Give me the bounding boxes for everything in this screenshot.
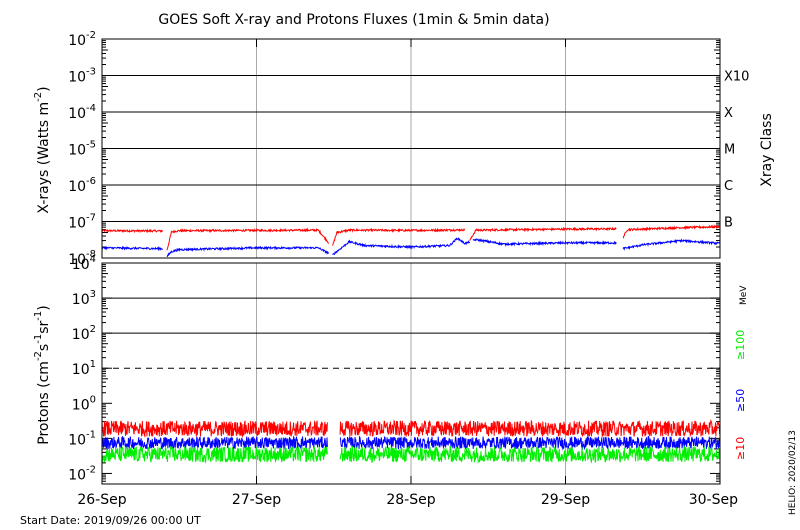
energy-legend-p50: ≥50	[734, 389, 747, 412]
xray-short-line	[101, 245, 164, 252]
xray-class-label: B	[724, 216, 733, 231]
x-axis-tick-label: 28-Sep	[386, 492, 435, 508]
xray-y-tick-label: 10-7	[68, 213, 96, 232]
x-axis-tick-label: 29-Sep	[541, 492, 590, 508]
xray-short-line	[332, 237, 471, 256]
proton-series-group	[101, 419, 721, 464]
xray-short-line	[622, 238, 721, 251]
x-axis-tick-label: 30-Sep	[689, 492, 738, 508]
xray-panel: 10-2 10-3 10-4 10-5 10-6 10-7 10-8 X10 X M C B X-r…	[33, 30, 775, 268]
xray-y-tick-labels: 10-2 10-3 10-4 10-5 10-6 10-7 10-8	[68, 30, 720, 268]
xray-long-line	[166, 227, 330, 251]
x-axis-tick-label: 27-Sep	[232, 492, 281, 508]
xray-long-line	[622, 224, 721, 239]
proton-energy-legend: MeV ≥100 ≥50 ≥10	[734, 285, 749, 460]
x-axis-tick-label: 26-Sep	[77, 492, 126, 508]
xray-long-line	[469, 226, 617, 241]
xray-class-label: X10	[724, 70, 749, 85]
xray-y-tick-label: 10-4	[68, 103, 96, 122]
x-axis-tick-labels: 26-Sep 27-Sep 28-Sep 29-Sep 30-Sep	[77, 39, 738, 508]
proton-p10-line	[101, 420, 328, 439]
proton-y-tick-label: 103	[72, 289, 96, 308]
xray-class-axis-label: Xray Class	[759, 113, 775, 187]
xray-y-tick-label: 10-5	[68, 140, 96, 159]
proton-p100-line	[101, 445, 328, 464]
xray-series-group	[101, 224, 721, 258]
proton-p100-line	[339, 445, 721, 464]
proton-p50-line	[101, 435, 328, 451]
start-date-label: Start Date: 2019/09/26 00:00 UT	[20, 514, 201, 527]
energy-unit-label: MeV	[739, 285, 749, 305]
xray-class-label: X	[724, 106, 733, 121]
xray-y-tick-label: 10-2	[68, 30, 96, 49]
xray-y-axis-label: X-rays (Watts m-2)	[33, 86, 52, 213]
credit-label: HELIO: 2020/02/13	[788, 430, 798, 515]
xray-short-line	[166, 245, 330, 258]
proton-y-tick-label: 102	[72, 324, 96, 343]
proton-y-tick-label: 10-1	[68, 429, 96, 448]
xray-long-line	[332, 227, 466, 246]
xray-long-line	[101, 228, 164, 234]
proton-y-tick-label: 100	[72, 394, 96, 413]
xray-y-tick-label: 10-8	[68, 249, 96, 268]
proton-y-tick-label: 104	[72, 254, 96, 273]
xray-y-tick-label: 10-6	[68, 176, 96, 195]
xray-y-tick-label: 10-3	[68, 67, 96, 86]
proton-panel: 104 103 102 101 100 10-1 10-2 Protons (cm-2s-1…	[33, 254, 749, 485]
xray-class-labels: X10 X M C B	[724, 70, 749, 231]
energy-legend-p100: ≥100	[734, 330, 747, 360]
proton-p50-line	[339, 435, 721, 451]
proton-p10-line	[339, 419, 721, 438]
xray-short-line	[472, 238, 617, 247]
proton-y-tick-label: 101	[72, 359, 96, 378]
proton-y-tick-labels: 104 103 102 101 100 10-1 10-2	[68, 254, 720, 483]
energy-legend-p10: ≥10	[734, 437, 747, 460]
chart-title: GOES Soft X-ray and Protons Fluxes (1min…	[158, 12, 549, 28]
xray-class-label: C	[724, 179, 733, 194]
proton-y-tick-label: 10-2	[68, 464, 96, 483]
xray-gridlines	[102, 39, 720, 258]
xray-class-label: M	[724, 143, 735, 158]
proton-y-axis-label: Protons (cm-2s-1sr-1)	[33, 305, 52, 444]
